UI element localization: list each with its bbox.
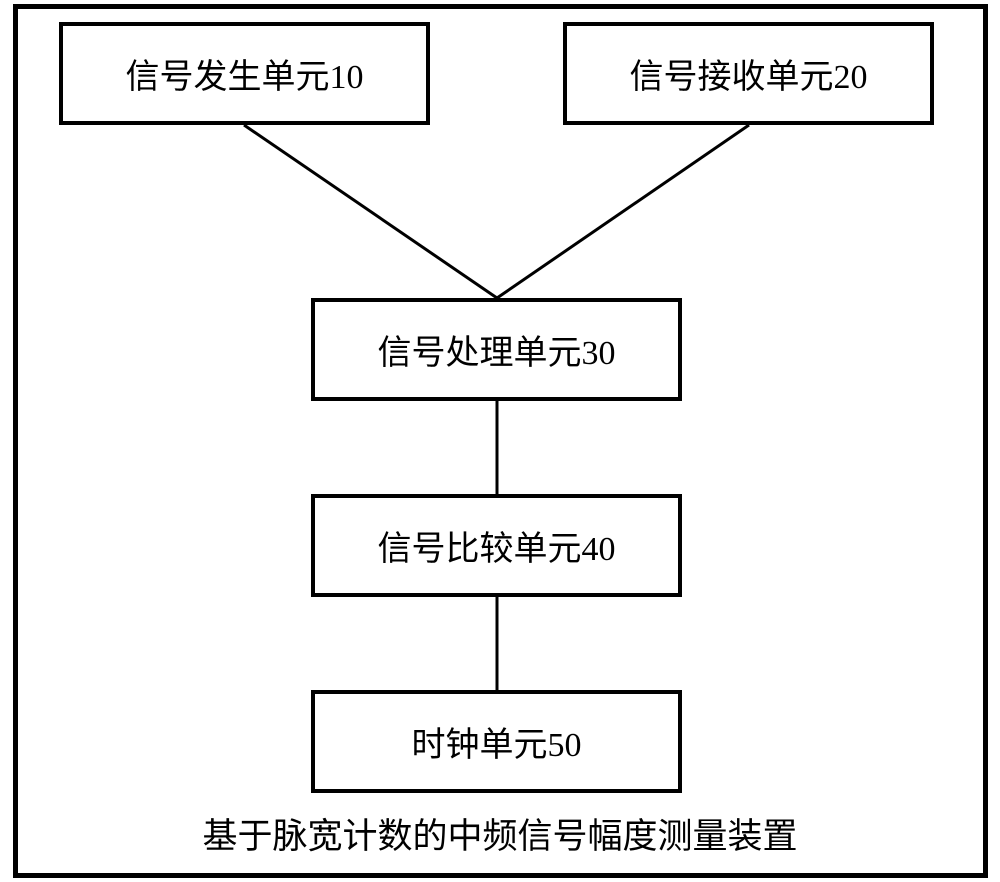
node-n50: 时钟单元50 (311, 690, 682, 793)
caption: 基于脉宽计数的中频信号幅度测量装置 (0, 808, 1000, 859)
node-n30: 信号处理单元30 (311, 298, 682, 401)
node-label-n20: 信号接收单元20 (630, 49, 868, 98)
node-label-n10: 信号发生单元10 (126, 49, 364, 98)
node-label-n50: 时钟单元50 (412, 717, 582, 766)
node-label-n40: 信号比较单元40 (378, 521, 616, 570)
node-n10: 信号发生单元10 (59, 22, 430, 125)
node-n40: 信号比较单元40 (311, 494, 682, 597)
node-n20: 信号接收单元20 (563, 22, 934, 125)
node-label-n30: 信号处理单元30 (378, 325, 616, 374)
